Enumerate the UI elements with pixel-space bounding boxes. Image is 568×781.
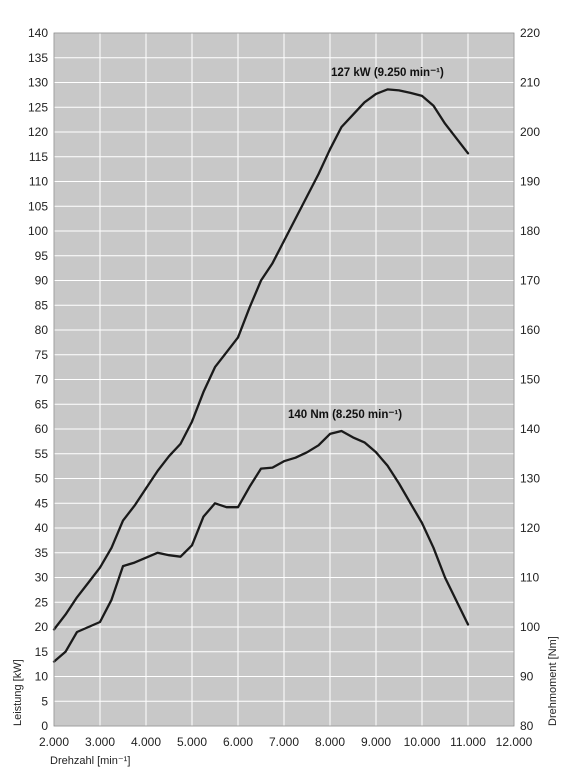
left-tick-label: 30 [35,571,49,585]
left-tick-label: 125 [28,100,48,114]
left-tick-label: 5 [41,694,48,708]
left-tick-label: 75 [35,348,49,362]
left-tick-label: 140 [28,26,48,40]
right-tick-label: 180 [520,224,540,238]
x-tick-label: 2.000 [39,735,69,749]
left-tick-label: 80 [35,323,49,337]
right-tick-label: 80 [520,719,534,733]
left-tick-label: 60 [35,422,49,436]
left-tick-label: 15 [35,645,49,659]
left-tick-label: 135 [28,51,48,65]
plot-frame [53,32,515,727]
right-tick-label: 190 [520,175,540,189]
left-tick-label: 25 [35,595,49,609]
x-tick-label: 4.000 [131,735,161,749]
right-axis-ticks: 80 90 100 110 120 130 140 150 160 170 180 190 200 210… [520,26,540,733]
left-tick-label: 20 [35,620,49,634]
right-tick-label: 160 [520,323,540,337]
right-tick-label: 140 [520,422,540,436]
x-tick-label: 9.000 [361,735,391,749]
left-axis-ticks: 0 5 10 15 20 25 30 35 40 45 50 55 60 65 70 75 80 85 90 95 10… [28,26,48,733]
right-tick-label: 130 [520,472,540,486]
left-tick-label: 115 [29,150,48,164]
left-tick-label: 65 [35,397,49,411]
left-tick-label: 50 [35,472,49,486]
left-tick-label: 0 [41,719,48,733]
torque-peak-annotation: 140 Nm (8.250 min⁻¹) [288,409,402,421]
left-tick-label: 55 [35,447,49,461]
left-tick-label: 10 [35,670,49,684]
left-tick-label: 35 [35,546,49,560]
power-peak-annotation: 127 kW (9.250 min⁻¹) [331,67,444,79]
x-axis-title: Drehzahl [min⁻¹] [50,755,130,767]
left-tick-label: 110 [29,175,48,189]
left-tick-label: 85 [35,298,49,312]
right-tick-label: 120 [520,521,540,535]
x-tick-label: 12.000 [496,735,533,749]
left-tick-label: 120 [28,125,48,139]
left-tick-label: 45 [35,496,49,510]
left-tick-label: 40 [35,521,49,535]
x-tick-label: 6.000 [223,735,253,749]
x-tick-label: 5.000 [177,735,207,749]
left-tick-label: 95 [35,249,49,263]
torque-series-line [52,429,470,663]
x-tick-label: 8.000 [315,735,345,749]
right-tick-label: 170 [520,274,540,288]
right-axis-title: Drehmoment [Nm] [547,636,559,726]
right-tick-label: 220 [520,26,540,40]
left-axis-title: Leistung [kW] [12,659,24,726]
series-layer [52,88,470,663]
power-series-line [52,88,470,631]
left-tick-label: 105 [28,199,48,213]
right-tick-label: 200 [520,125,540,139]
right-tick-label: 90 [520,670,534,684]
left-tick-label: 70 [35,373,49,387]
x-tick-label: 10.000 [404,735,441,749]
right-tick-label: 100 [520,620,540,634]
right-tick-label: 150 [520,373,540,387]
x-tick-label: 11.000 [450,735,486,749]
horizontal-gridlines [54,32,514,727]
right-tick-label: 110 [520,571,539,585]
left-tick-label: 130 [28,76,48,90]
left-tick-label: 90 [35,274,49,288]
x-axis-ticks: 2.000 3.000 4.000 5.000 6.000 7.000 8.000 9.000… [39,735,533,749]
right-tick-label: 210 [520,76,540,90]
x-tick-label: 3.000 [85,735,115,749]
left-tick-label: 100 [28,224,48,238]
x-tick-label: 7.000 [269,735,299,749]
